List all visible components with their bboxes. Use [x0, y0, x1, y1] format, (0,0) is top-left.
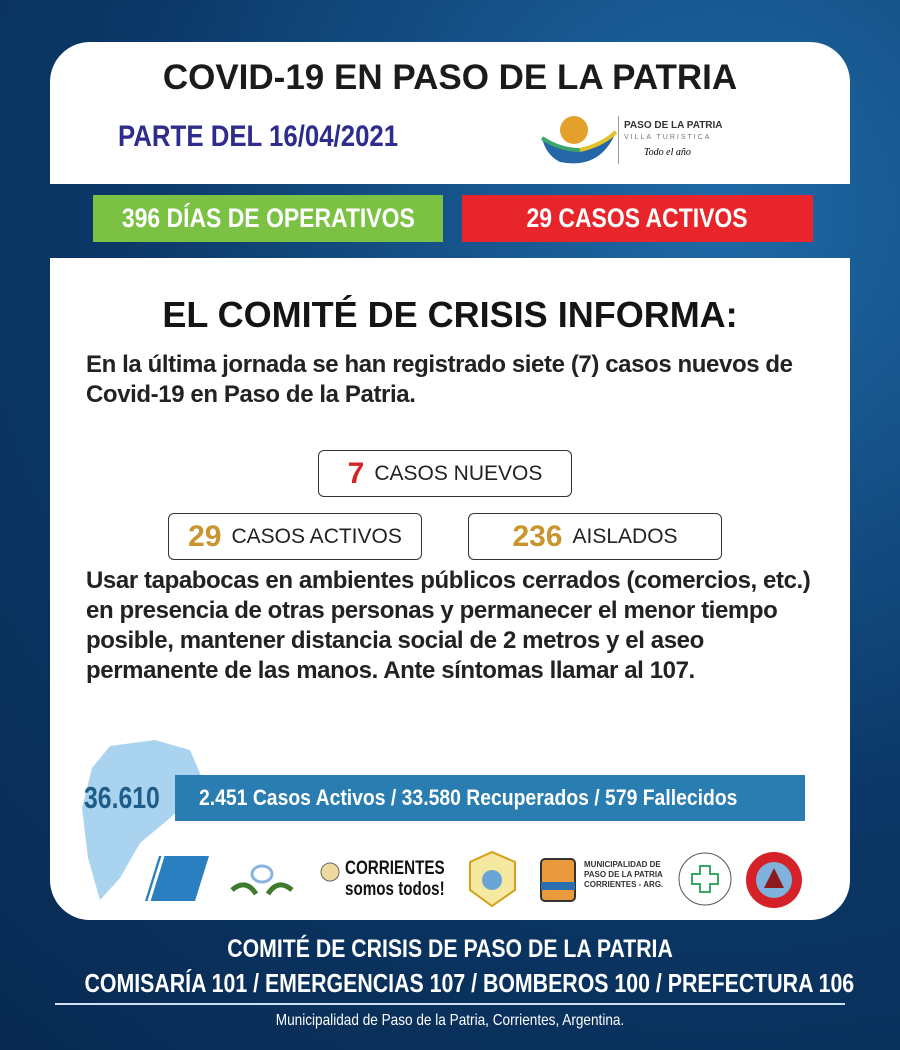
corrientes-map-icon — [82, 740, 202, 900]
report-date: PARTE DEL 16/04/2021 — [118, 120, 399, 153]
emergency-numbers: COMISARÍA 101 / EMERGENCIAS 107 / BOMBER… — [84, 968, 855, 998]
hospital-logo-icon — [678, 852, 732, 906]
header-card — [50, 42, 850, 184]
sun-wave-icon — [540, 116, 618, 164]
municipality-shield-icon — [540, 858, 576, 902]
isolated-box: 236 AISLADOS — [468, 513, 722, 560]
prefectura-logo-icon — [145, 856, 209, 901]
province-stats-bar: 2.451 Casos Activos / 33.580 Recuperados… — [175, 775, 805, 821]
section-heading: EL COMITÉ DE CRISIS INFORMA: — [162, 294, 738, 335]
active-cases-banner: 29 CASOS ACTIVOS — [462, 195, 813, 242]
new-cases-box: 7 CASOS NUEVOS — [318, 450, 572, 497]
intro-text: En la última jornada se han registrado s… — [86, 351, 793, 408]
active-cases-box: 29 CASOS ACTIVOS — [168, 513, 422, 560]
advice-text: Usar tapabocas en ambientes públicos cer… — [86, 567, 811, 684]
footer-divider — [55, 1003, 845, 1005]
bomberos-logo-icon — [746, 852, 802, 908]
page-title: COVID-19 EN PASO DE LA PATRIA — [162, 58, 738, 97]
corrientes-shield-icon — [320, 862, 340, 882]
days-banner: 396 DÍAS DE OPERATIVOS — [93, 195, 443, 242]
municipality-logo: PASO DE LA PATRIA VILLA TURISTICA Todo e… — [540, 110, 740, 175]
province-total: 36.610 — [84, 780, 160, 815]
gendarmeria-logo-icon — [230, 864, 294, 896]
police-logo-icon — [469, 850, 516, 908]
footer-address: Municipalidad de Paso de la Patria, Corr… — [275, 1012, 625, 1029]
logo-row: CORRIENTES somos todos! MUNICIPALIDAD DE… — [140, 850, 840, 910]
footer-title: COMITÉ DE CRISIS DE PASO DE LA PATRIA — [227, 935, 673, 963]
